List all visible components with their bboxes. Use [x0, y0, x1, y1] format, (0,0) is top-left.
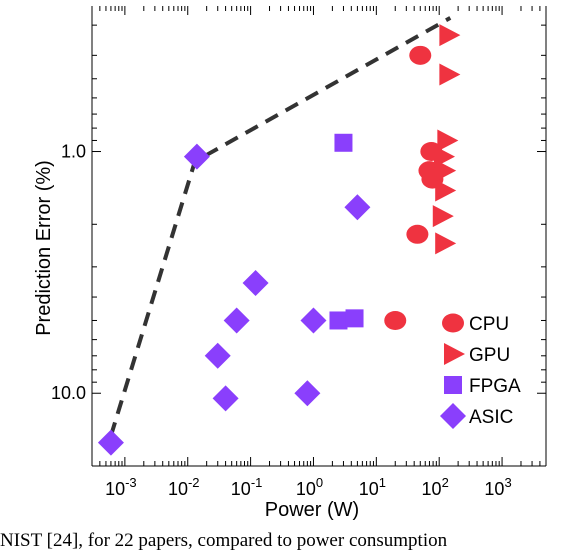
x-tick-label: 10-3 — [105, 475, 137, 499]
cpu-data-point — [406, 224, 429, 244]
fpga-data-point — [345, 309, 364, 328]
legend-gpu-marker — [444, 343, 465, 365]
cpu-data-point — [384, 310, 407, 330]
frontier-line-layer — [108, 16, 452, 437]
gpu-data-point — [432, 205, 454, 228]
legend-asic-marker — [440, 403, 466, 429]
cpu-data-point — [409, 45, 432, 65]
legend-gpu-label: GPU — [469, 345, 510, 366]
asic-data-point — [204, 342, 231, 369]
x-tick-label: 101 — [359, 475, 386, 499]
legend-asic-label: ASIC — [469, 407, 513, 428]
gpu-data-point — [437, 129, 459, 152]
figure-caption: NIST [24], for 22 papers, compared to po… — [0, 530, 448, 551]
gpu-data-point — [435, 159, 457, 182]
gpu-data-point — [435, 232, 457, 255]
legend: CPU GPU FPGA ASIC — [440, 313, 521, 429]
y-axis-label: Prediction Error (%) — [33, 160, 55, 336]
data-points-layer — [97, 24, 461, 456]
frontier-dashed-line — [108, 16, 452, 437]
y-tick-label: 1.0 — [61, 142, 86, 162]
legend-cpu-marker — [442, 313, 464, 333]
fpga-data-point — [334, 133, 353, 152]
asic-data-point — [223, 307, 250, 334]
fpga-data-point — [329, 311, 348, 330]
x-tick-label: 103 — [484, 475, 511, 499]
y-tick-label: 10.0 — [51, 383, 86, 403]
asic-data-point — [300, 307, 327, 334]
x-tick-label: 102 — [422, 475, 449, 499]
asic-data-point — [183, 143, 210, 170]
asic-data-point — [242, 270, 269, 297]
x-axis-label: Power (W) — [265, 499, 359, 521]
legend-cpu-label: CPU — [469, 314, 509, 335]
asic-data-point — [294, 380, 321, 407]
x-tick-label: 10-2 — [168, 475, 200, 499]
asic-data-point — [344, 194, 371, 221]
gpu-data-point — [435, 179, 457, 202]
gpu-data-point — [439, 63, 461, 86]
asic-data-point — [212, 385, 239, 412]
x-tick-label: 10-1 — [231, 475, 263, 499]
legend-fpga-marker — [444, 376, 462, 394]
asic-data-point — [97, 429, 124, 456]
legend-fpga-label: FPGA — [469, 376, 521, 397]
x-tick-label: 100 — [296, 475, 323, 499]
gpu-data-point — [439, 24, 461, 47]
plot-axes: 10-3 10-2 10-1 100 101 102 103 1.0 10.0 — [51, 6, 547, 499]
